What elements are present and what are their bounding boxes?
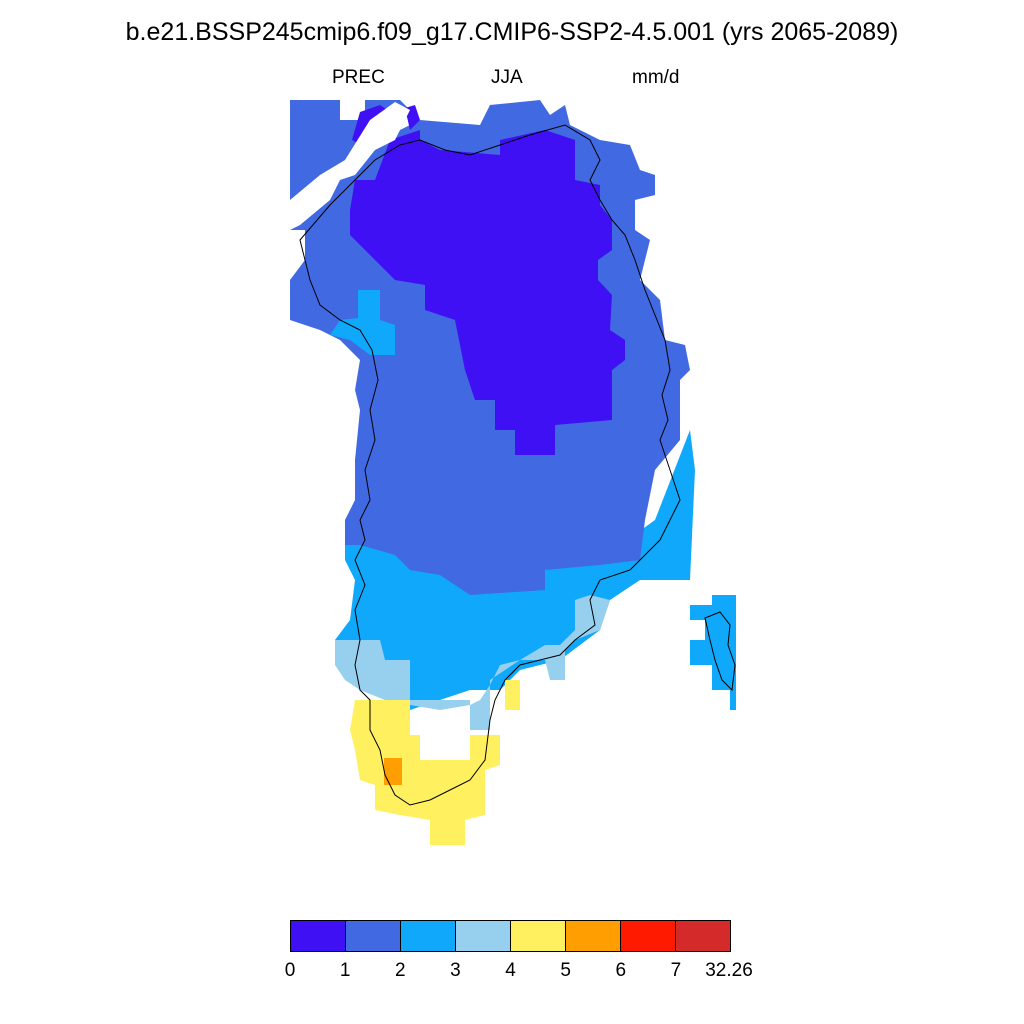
colorbar-bin: [346, 921, 401, 951]
coastline-island: [704, 611, 736, 692]
colorbar-tick-label: 1: [339, 960, 351, 981]
colorbar-tick-label: 0: [284, 960, 296, 981]
colorbar-bin: [566, 921, 621, 951]
colorbar-tick-label: 6: [615, 960, 627, 981]
colorbar-bin: [456, 921, 511, 951]
region-4-5: [350, 700, 500, 845]
coastline: [299, 124, 681, 806]
region-4-5-east: [505, 680, 520, 710]
colorbar-tick-label: 2: [394, 960, 406, 981]
colorbar-tick-label: 3: [450, 960, 461, 981]
variable-label: PREC: [332, 67, 385, 88]
colorbar-bin: [676, 921, 730, 951]
colorbar-bin: [401, 921, 456, 951]
season-label: JJA: [491, 67, 523, 88]
region-2-3-west-patch: [330, 290, 395, 355]
figure-title: b.e21.BSSP245cmip6.f09_g17.CMIP6-SSP2-4.…: [125, 18, 899, 46]
region-5-6: [384, 758, 402, 785]
region-3-4: [335, 595, 610, 730]
region-0-1: [350, 130, 625, 455]
gap-north: [290, 102, 410, 230]
colorbar-tick-label: 32.26: [705, 960, 753, 981]
units-label: mm/d: [632, 67, 680, 88]
colorbar-tick-label: 4: [505, 960, 516, 981]
colorbar-bin: [511, 921, 566, 951]
colorbar: [290, 920, 731, 952]
colorbar-tick-label: 5: [560, 960, 571, 981]
colorbar-tick-label: 7: [670, 960, 682, 981]
colorbar-bin: [621, 921, 676, 951]
colorbar-bin: [291, 921, 346, 951]
